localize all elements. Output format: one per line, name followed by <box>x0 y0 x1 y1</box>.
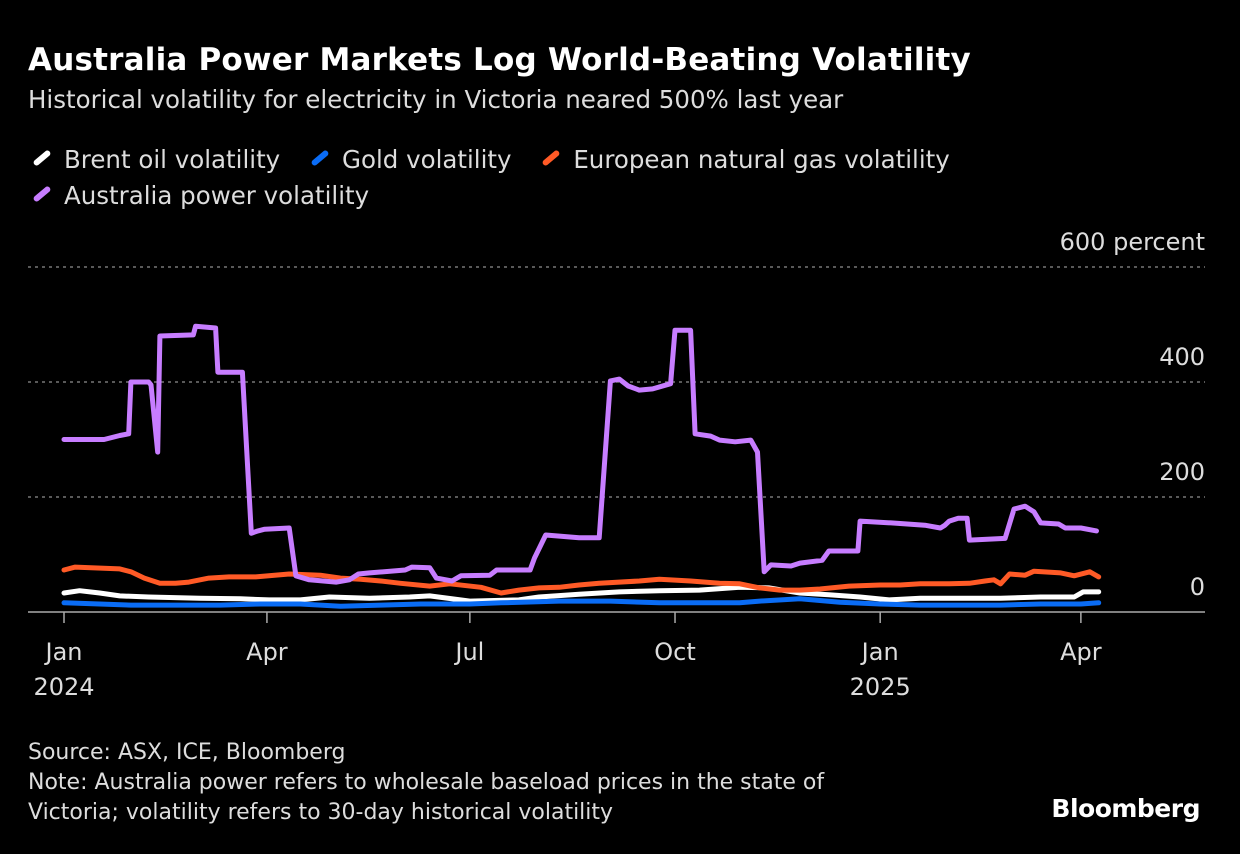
legend-item-brent: Brent oil volatility <box>28 142 280 178</box>
series-line-gas <box>61 564 1102 596</box>
series-line-power <box>61 323 1099 585</box>
x-tick-year: 2024 <box>33 673 94 701</box>
y-tick-label: 600 percent <box>1060 228 1205 256</box>
x-tick-label: Apr <box>246 638 288 666</box>
source-text: Source: ASX, ICE, Bloomberg <box>28 740 346 765</box>
legend-label: Australia power volatility <box>64 181 370 210</box>
legend-item-gold: Gold volatility <box>306 142 512 178</box>
legend-item-gas: European natural gas volatility <box>537 142 950 178</box>
legend: Brent oil volatility Gold volatility Eur… <box>28 142 1128 214</box>
y-tick-label: 200 <box>1159 458 1205 486</box>
note-line-1: Note: Australia power refers to wholesal… <box>28 770 825 795</box>
x-tick-label: Jan <box>860 638 899 666</box>
y-tick-label: 0 <box>1190 573 1205 601</box>
legend-label: Brent oil volatility <box>64 145 281 174</box>
x-tick-label: Jul <box>453 638 484 666</box>
chart-title: Australia Power Markets Log World-Beatin… <box>28 42 971 78</box>
legend-label: European natural gas volatility <box>573 145 950 174</box>
y-tick-label: 400 <box>1159 343 1205 371</box>
series-line-brent <box>61 584 1102 604</box>
x-tick-year: 2025 <box>850 673 911 701</box>
bloomberg-logo: Bloomberg <box>1051 794 1200 823</box>
legend-label: Gold volatility <box>341 145 512 174</box>
footnote: Source: ASX, ICE, Bloomberg Note: Austra… <box>28 738 824 828</box>
series-line-gold <box>61 596 1102 609</box>
legend-item-power: Australia power volatility <box>28 178 369 214</box>
x-tick-label: Oct <box>654 638 696 666</box>
x-tick-label: Jan <box>44 638 83 666</box>
x-tick-label: Apr <box>1060 638 1102 666</box>
note-line-2: Victoria; volatility refers to 30-day hi… <box>28 800 614 825</box>
chart-subtitle: Historical volatility for electricity in… <box>28 85 844 114</box>
